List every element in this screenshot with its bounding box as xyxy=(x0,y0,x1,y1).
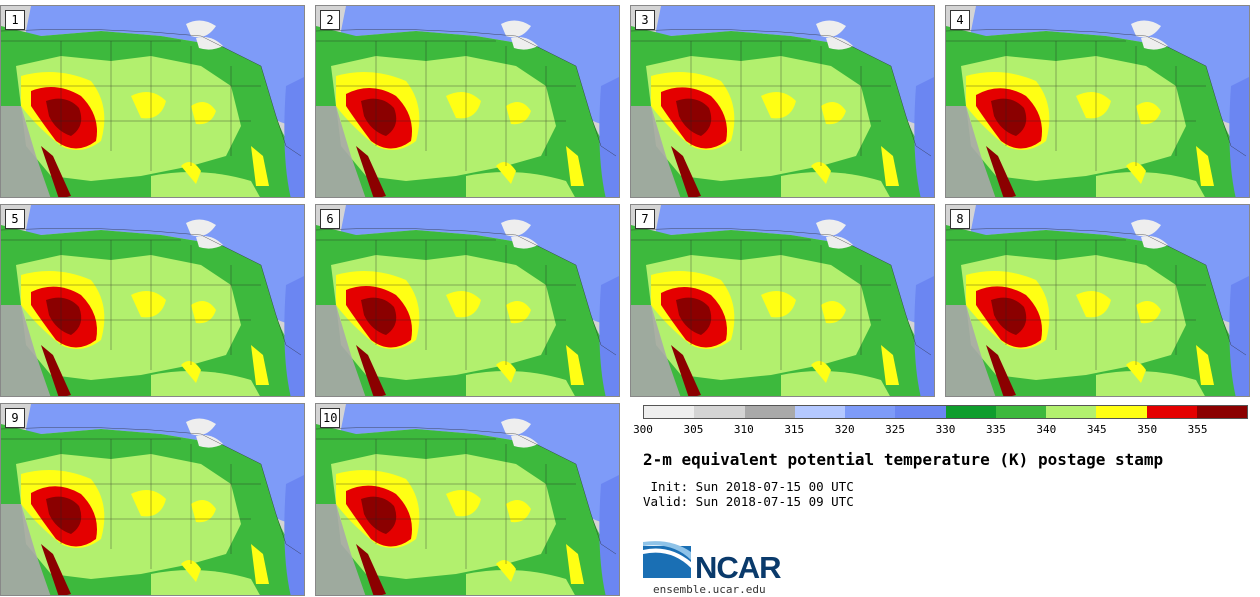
colorbar-tick-label: 355 xyxy=(1187,423,1208,436)
panel-label: 4 xyxy=(950,10,970,30)
colorbar-segment xyxy=(995,406,1046,418)
theta-e-map xyxy=(316,404,619,595)
plot-title: 2-m equivalent potential temperature (K)… xyxy=(643,450,1164,469)
panel-label: 3 xyxy=(635,10,655,30)
panel-label: 8 xyxy=(950,209,970,229)
theta-e-map xyxy=(1,6,304,197)
colorbar-segment xyxy=(1046,406,1097,418)
panel-label: 10 xyxy=(320,408,341,428)
theta-e-map xyxy=(1,205,304,396)
theta-e-map xyxy=(631,6,934,197)
colorbar-segment xyxy=(1096,406,1147,418)
logo-text: NCAR xyxy=(695,550,782,585)
colorbar-tick-label: 310 xyxy=(733,423,754,436)
panel-label: 6 xyxy=(320,209,340,229)
panel-label: 2 xyxy=(320,10,340,30)
colorbar-tick-label: 335 xyxy=(985,423,1006,436)
map-panel: 8 xyxy=(945,204,1250,397)
map-panel: 1 xyxy=(0,5,305,198)
colorbar-tick-label: 300 xyxy=(633,423,653,436)
theta-e-map xyxy=(316,6,619,197)
colorbar-segment xyxy=(895,406,946,418)
theta-e-map xyxy=(946,205,1249,396)
panel-label: 9 xyxy=(5,408,25,428)
colorbar-tick-label: 315 xyxy=(784,423,805,436)
time-info: Init: Sun 2018-07-15 00 UTC Valid: Sun 2… xyxy=(643,479,854,509)
map-panel: 9 xyxy=(0,403,305,596)
panel-label: 1 xyxy=(5,10,25,30)
colorbar-tick-label: 305 xyxy=(683,423,704,436)
colorbar-tick-label: 325 xyxy=(885,423,906,436)
map-panel: 7 xyxy=(630,204,935,397)
colorbar-tick-label: 330 xyxy=(935,423,956,436)
map-panel: 10 xyxy=(315,403,620,596)
colorbar-ticks: 300 305 310 315 320 325 330 335 340 345 350 355 xyxy=(633,423,1248,439)
ncar-logo-icon xyxy=(643,541,691,578)
colorbar-segment xyxy=(794,406,845,418)
map-panel: 5 xyxy=(0,204,305,397)
theta-e-map xyxy=(631,205,934,396)
theta-e-map xyxy=(316,205,619,396)
colorbar-tick-label: 340 xyxy=(1036,423,1057,436)
panel-label: 5 xyxy=(5,209,25,229)
valid-time: Valid: Sun 2018-07-15 09 UTC xyxy=(643,494,854,509)
colorbar-segment xyxy=(694,406,745,418)
colorbar-segment xyxy=(1196,406,1247,418)
theta-e-map xyxy=(1,404,304,595)
site-url: ensemble.ucar.edu xyxy=(653,583,766,596)
map-panel: 4 xyxy=(945,5,1250,198)
colorbar-segment xyxy=(744,406,795,418)
colorbar xyxy=(643,405,1248,419)
map-panel: 2 xyxy=(315,5,620,198)
colorbar-tick-label: 350 xyxy=(1137,423,1158,436)
theta-e-map xyxy=(946,6,1249,197)
map-panel: 3 xyxy=(630,5,935,198)
map-panel: 6 xyxy=(315,204,620,397)
colorbar-segment xyxy=(845,406,896,418)
colorbar-tick-label: 345 xyxy=(1086,423,1107,436)
colorbar-segment xyxy=(945,406,996,418)
panel-label: 7 xyxy=(635,209,655,229)
colorbar-tick-label: 320 xyxy=(834,423,855,436)
colorbar-segment xyxy=(644,406,695,418)
colorbar-segment xyxy=(1146,406,1197,418)
init-time: Init: Sun 2018-07-15 00 UTC xyxy=(643,479,854,494)
